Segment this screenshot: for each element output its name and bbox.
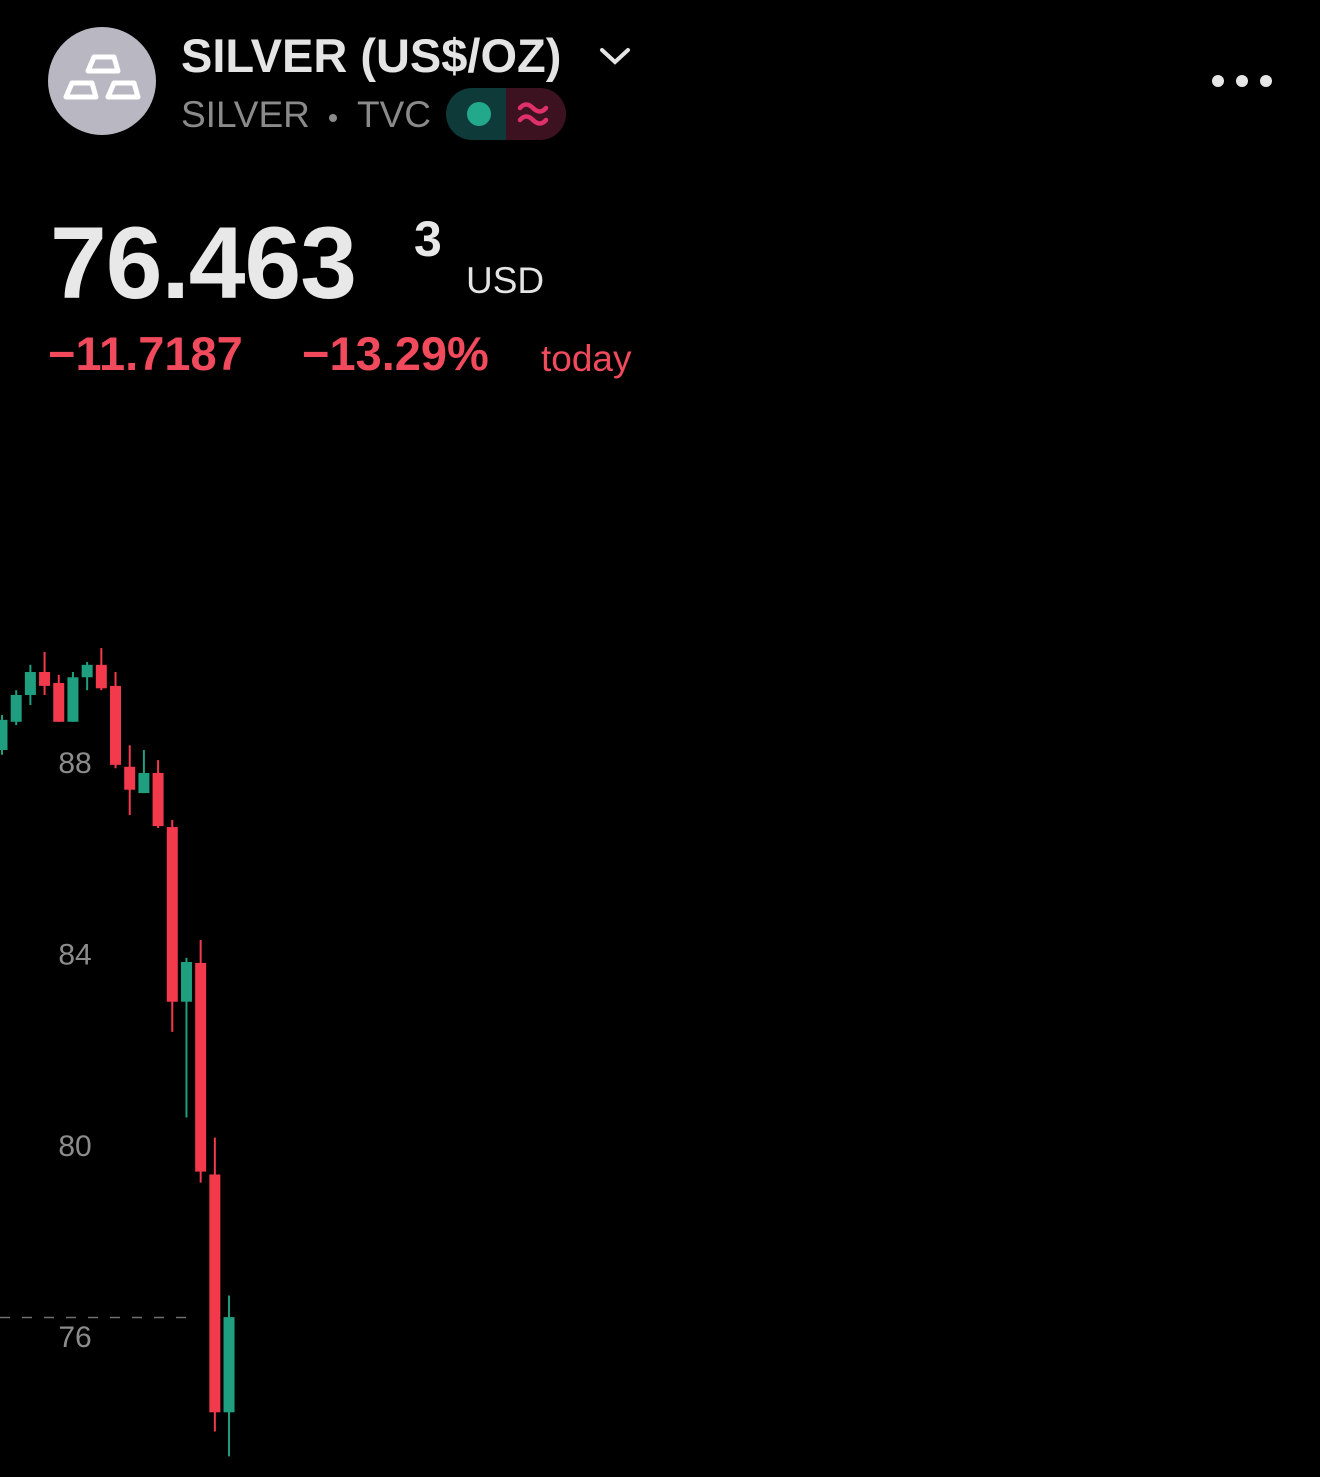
candle-body — [110, 685, 122, 765]
candle-body — [0, 719, 8, 751]
price-change: −11.7187 — [48, 327, 243, 380]
change-period: today — [541, 338, 632, 379]
currency: USD — [466, 260, 545, 301]
candle-body — [180, 962, 192, 1002]
y-tick-label: 76 — [58, 1321, 91, 1354]
y-tick-label: 88 — [58, 747, 91, 780]
candle-body — [67, 677, 79, 722]
candle-body — [195, 962, 207, 1172]
more-menu[interactable] — [1206, 70, 1278, 92]
candle-body — [24, 672, 36, 695]
candle-body — [124, 766, 136, 790]
candle-body — [138, 772, 150, 794]
candle-body — [95, 664, 107, 689]
candle-body — [10, 694, 22, 722]
candle-body — [53, 683, 65, 722]
y-tick-label: 84 — [58, 938, 91, 971]
symbol-title[interactable]: SILVER (US$/OZ) — [181, 29, 562, 82]
price-change-percent: −13.29% — [302, 327, 489, 380]
exchange: TVC — [357, 94, 431, 135]
dropdown-chevron[interactable] — [598, 44, 634, 68]
candle-body — [81, 664, 93, 678]
symbol-logo[interactable] — [48, 27, 156, 135]
status-badge[interactable] — [446, 88, 566, 140]
candle-body — [166, 827, 178, 1002]
symbol-code: SILVER — [181, 94, 310, 135]
y-tick-label: 80 — [58, 1130, 91, 1163]
candle-body — [209, 1174, 221, 1413]
separator-dot — [329, 114, 337, 122]
candle-body — [152, 772, 164, 827]
price-superscript: 3 — [414, 211, 442, 267]
candle-body — [39, 672, 51, 686]
price: 76.463 — [50, 206, 357, 320]
candle-body — [223, 1317, 235, 1413]
